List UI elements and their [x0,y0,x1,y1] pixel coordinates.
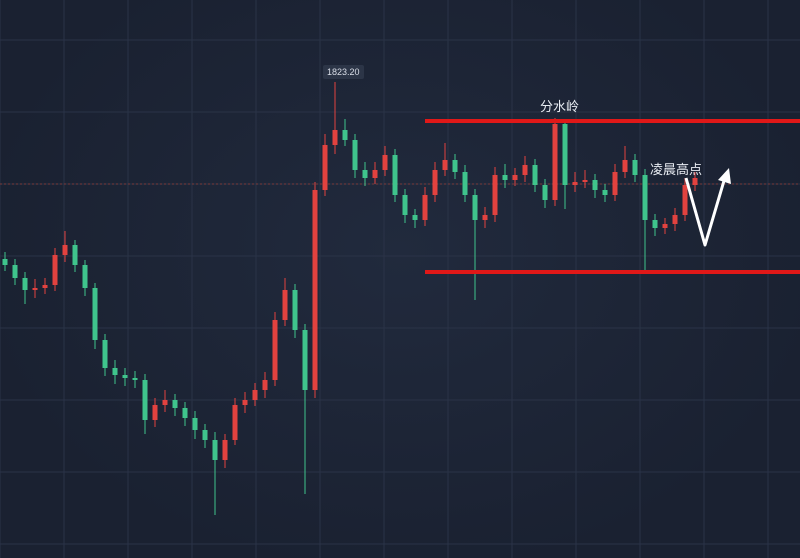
resistance-level-label: 分水岭 [540,100,580,115]
candle-body [322,145,328,190]
candle-body [672,215,678,224]
candle-body [442,160,448,170]
candle-body [412,215,418,220]
candle-body [42,285,48,288]
candle-body [402,195,408,215]
candle-body [102,340,108,368]
candle-body [302,330,308,390]
candle-body [352,140,358,170]
overnight-high-annotation: 凌晨高点 [650,163,703,178]
candle-body [452,160,458,172]
candle-body [482,215,488,220]
candle-body [612,172,618,195]
candle-body [542,185,548,200]
candle-body [222,440,228,460]
candle-body [232,405,238,440]
candle-body [212,440,218,460]
candle-body [392,155,398,195]
candle-body [162,400,168,405]
candle-body [152,405,158,420]
candle-body [332,130,338,145]
candle-body [252,390,258,400]
candle-body [112,368,118,375]
candle-body [562,124,568,185]
candle-body [272,320,278,380]
candle-body [242,400,248,405]
candle-body [312,190,318,390]
candle-body [552,124,558,200]
candle-body [182,408,188,418]
candle-body [132,378,138,380]
candle-body [62,245,68,255]
candle-body [522,165,528,175]
candle-body [372,170,378,178]
candle-body [432,170,438,195]
candle-body [632,160,638,175]
candle-body [492,175,498,215]
candle-body [72,245,78,265]
candle-body [282,290,288,320]
candle-body [512,175,518,180]
candle-body [592,180,598,190]
candle-body [382,155,388,170]
candle-body [602,190,608,195]
candle-body [52,255,58,285]
candle-body [422,195,428,220]
candle-body [362,170,368,178]
candle-body [692,178,698,185]
candle-body [32,288,38,290]
high-price-label: 1823.20 [323,65,364,79]
candle-body [292,290,298,330]
candle-body [22,278,28,290]
candle-body [682,185,688,215]
candle-body [122,375,128,378]
candle-body [142,380,148,420]
candle-body [2,259,8,265]
candle-body [262,380,268,390]
candle-body [342,130,348,140]
candle-body [192,418,198,430]
candle-body [502,175,508,180]
arrow-head-icon [718,168,731,184]
candle-body [12,265,18,278]
candle-body [172,400,178,408]
candle-body [642,175,648,220]
candle-body [662,224,668,228]
candle-body [82,265,88,288]
candle-body [472,195,478,220]
zigzag-arrow [684,173,728,247]
candle-body [462,172,468,195]
candle-body [572,182,578,185]
candle-body [532,165,538,185]
candle-body [582,180,588,182]
candle-body [202,430,208,440]
candle-body [92,288,98,340]
candle-body [652,220,658,228]
candle-body [622,160,628,172]
